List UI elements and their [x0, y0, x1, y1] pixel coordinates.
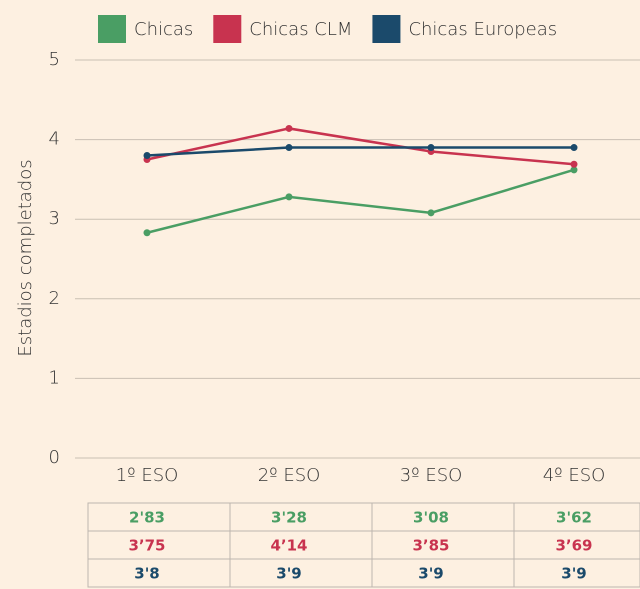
data-label: 3'08: [413, 509, 449, 527]
data-label: 3’75: [128, 537, 165, 555]
line: [146, 127, 575, 166]
point: [570, 144, 578, 152]
data-label: 3'9: [418, 565, 443, 583]
point: [285, 144, 293, 152]
legend-label: Chicas Europeas: [408, 19, 557, 40]
data-label: 3’85: [412, 537, 449, 555]
legend-swatch: [213, 15, 242, 43]
y-tick-label: 3: [49, 208, 60, 229]
legend-label: Chicas CLM: [249, 19, 352, 40]
y-tick-label: 2: [49, 288, 60, 309]
point: [143, 152, 151, 160]
legend-swatch: [98, 15, 126, 43]
data-label: 4’14: [270, 537, 307, 555]
y-tick-label: 4: [49, 129, 60, 150]
line: [146, 168, 575, 234]
data-label: 3’69: [555, 537, 592, 555]
x-tick-label: 2º ESO: [258, 465, 321, 486]
y-tick-label: 5: [49, 49, 60, 70]
point: [143, 229, 151, 237]
x-tick-label: 4º ESO: [543, 465, 606, 486]
data-label: 3'8: [134, 565, 159, 583]
data-label: 3'9: [561, 565, 586, 583]
legend-label: Chicas: [134, 19, 193, 40]
line: [146, 146, 574, 157]
point: [427, 209, 435, 217]
y-axis-label: Estadios completados: [15, 159, 36, 356]
y-tick-label: 0: [49, 447, 60, 468]
data-label: 2'83: [129, 509, 165, 527]
legend-swatch: [372, 15, 401, 43]
data-label: 3'9: [276, 565, 301, 583]
point: [285, 193, 293, 201]
point: [427, 144, 435, 152]
point: [570, 166, 578, 174]
x-tick-label: 3º ESO: [400, 465, 463, 486]
y-tick-label: 1: [49, 367, 60, 388]
table-cell: [513, 558, 640, 588]
data-label: 3'28: [271, 509, 307, 527]
x-tick-label: 1º ESO: [116, 465, 179, 486]
point: [570, 160, 578, 168]
point: [285, 124, 293, 132]
data-label: 3'62: [556, 509, 592, 527]
